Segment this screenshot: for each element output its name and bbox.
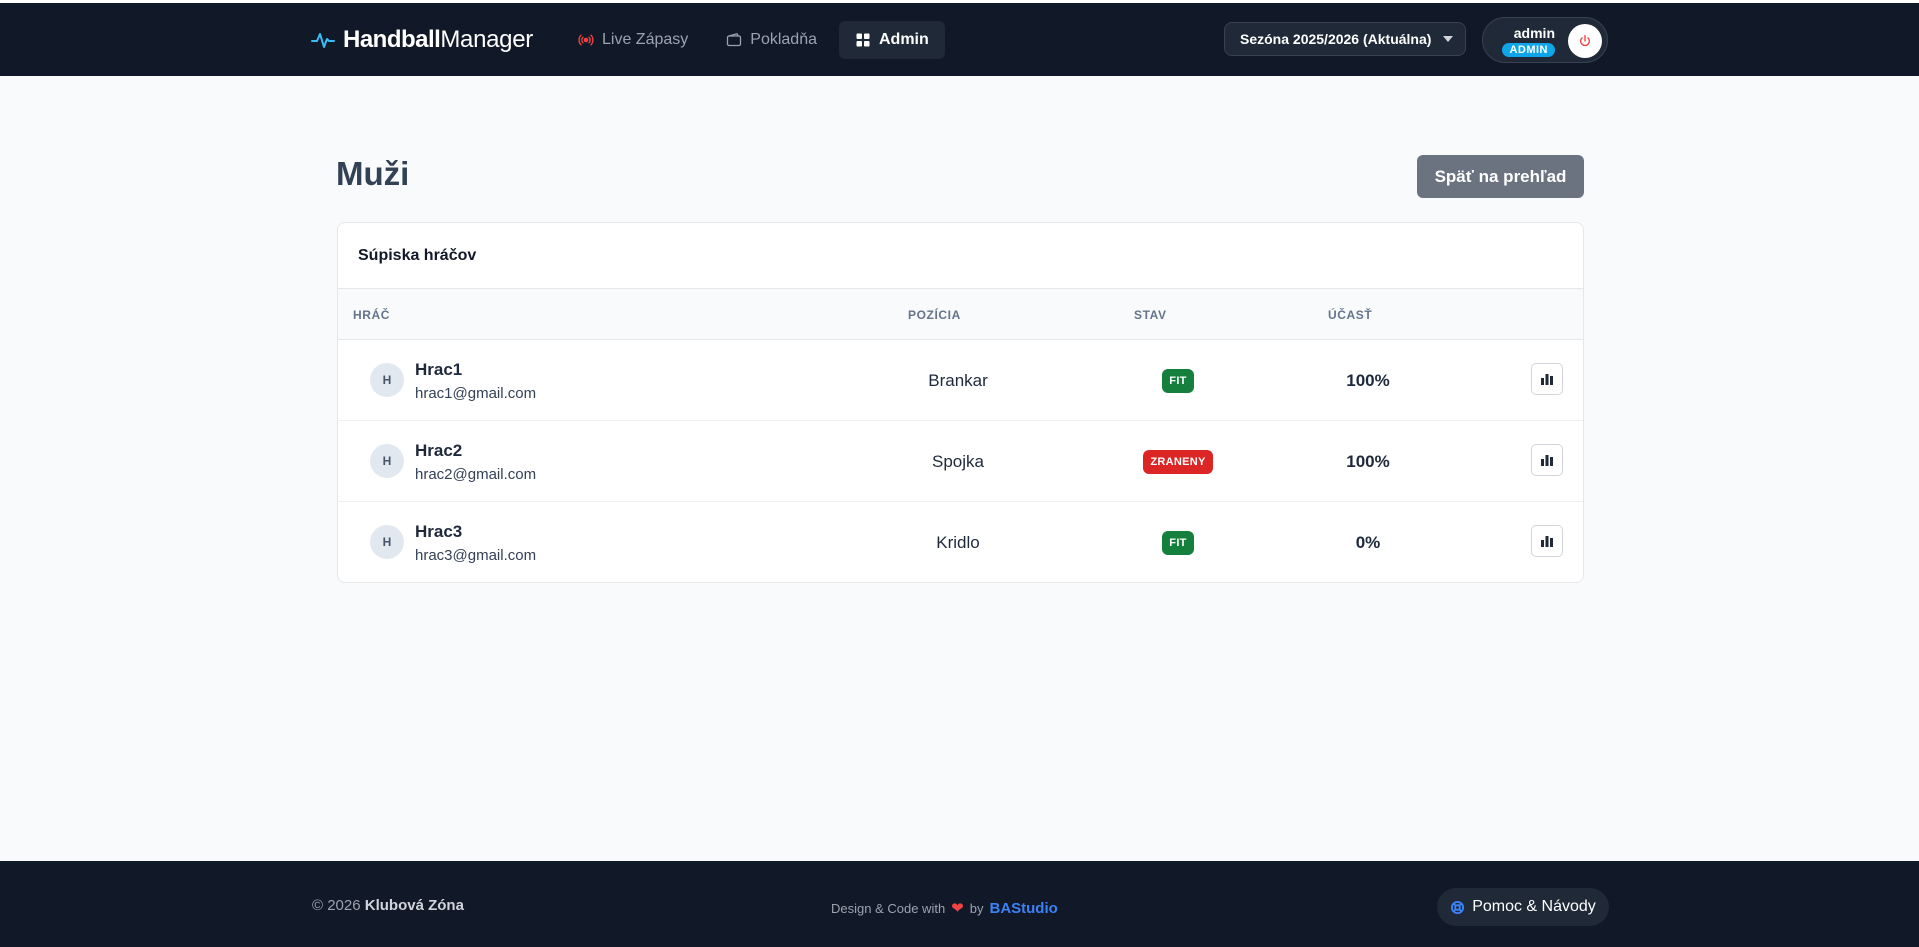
user-menu[interactable]: admin ADMIN <box>1482 17 1608 63</box>
nav-cashbox[interactable]: Pokladňa <box>710 21 833 59</box>
lifebuoy-icon <box>1451 900 1465 914</box>
brand-logo[interactable]: HandballManager <box>311 3 533 76</box>
page-title: Muži <box>336 155 410 192</box>
caret-down-icon <box>1443 36 1453 42</box>
made-prefix: Design & Code with <box>831 900 946 916</box>
player-email: hrac3@gmail.com <box>415 547 537 564</box>
nav-cashbox-label: Pokladňa <box>750 30 817 48</box>
help-button[interactable]: Pomoc & Návody <box>1437 888 1609 926</box>
pulse-icon <box>311 32 335 48</box>
power-icon <box>1579 35 1591 47</box>
bar-chart-icon <box>1541 455 1553 466</box>
studio-link[interactable]: BAStudio <box>989 899 1058 917</box>
player-position: Spojka <box>932 452 984 471</box>
player-name: Hrac3 <box>415 522 463 541</box>
roster-table-header: HRÁČ POZÍCIA STAV ÚČASŤ <box>338 289 1583 340</box>
user-role-badge: ADMIN <box>1502 43 1555 57</box>
player-stats-button[interactable] <box>1531 525 1563 557</box>
nav-live-matches[interactable]: Live Zápasy <box>562 21 704 59</box>
player-attendance: 0% <box>1355 533 1381 552</box>
brand-light-text: Manager <box>440 25 533 53</box>
player-stats-button[interactable] <box>1531 444 1563 476</box>
help-label: Pomoc & Návody <box>1472 898 1596 915</box>
player-email: hrac1@gmail.com <box>415 385 537 402</box>
status-cell: FIT <box>1108 369 1248 393</box>
top-navbar: HandballManager Live Zápasy Pokladňa <box>0 3 1919 76</box>
avatar: H <box>370 363 404 397</box>
season-select-value: Sezóna 2025/2026 (Aktuálna) <box>1240 31 1432 47</box>
column-header-player: HRÁČ <box>353 308 391 322</box>
footer-copyright: © 2026 Klubová Zóna <box>312 897 464 914</box>
grid-icon <box>856 33 870 46</box>
made-by: Design & Code with ❤ by BAStudio <box>831 899 1058 918</box>
user-name: admin <box>1513 25 1555 41</box>
player-attendance: 100% <box>1346 371 1390 390</box>
player-stats-button[interactable] <box>1531 363 1563 395</box>
club-name[interactable]: Klubová Zóna <box>364 897 464 914</box>
page-footer: © 2026 Klubová Zóna Design & Code with ❤… <box>0 861 1919 947</box>
back-to-overview-button[interactable]: Späť na prehľad <box>1417 155 1584 198</box>
table-row: H Hrac1 hrac1@gmail.com Brankar FIT 100% <box>338 340 1583 421</box>
roster-card: Súpiska hráčov HRÁČ POZÍCIA STAV ÚČASŤ H… <box>337 222 1584 583</box>
nav-admin[interactable]: Admin <box>838 20 945 59</box>
nav-live-matches-label: Live Zápasy <box>602 30 689 48</box>
player-attendance: 100% <box>1346 452 1390 471</box>
main-nav: Live Zápasy Pokladňa Admin <box>562 3 945 76</box>
status-badge: ZRANENY <box>1143 450 1213 474</box>
player-email: hrac2@gmail.com <box>415 466 537 483</box>
nav-admin-label: Admin <box>878 30 929 48</box>
avatar: H <box>370 525 404 559</box>
player-position: Brankar <box>928 371 988 390</box>
table-row: H Hrac2 hrac2@gmail.com Spojka ZRANENY 1… <box>338 421 1583 502</box>
bar-chart-icon <box>1541 536 1553 547</box>
bar-chart-icon <box>1541 374 1553 385</box>
logout-button[interactable] <box>1568 24 1602 58</box>
status-cell: FIT <box>1108 531 1248 555</box>
avatar: H <box>370 444 404 478</box>
player-position: Kridlo <box>936 533 980 552</box>
column-header-position: POZÍCIA <box>908 308 961 322</box>
column-header-attendance: ÚČASŤ <box>1328 308 1373 322</box>
table-row: H Hrac3 hrac3@gmail.com Kridlo FIT 0% <box>338 502 1583 582</box>
brand-bold-text: Handball <box>343 25 441 53</box>
copyright-text: © 2026 <box>312 897 361 914</box>
column-header-status: STAV <box>1134 308 1167 322</box>
status-badge: FIT <box>1162 531 1194 555</box>
player-name: Hrac2 <box>415 441 463 460</box>
window-top-edge <box>0 0 1919 3</box>
broadcast-icon <box>578 34 594 45</box>
wallet-icon <box>727 32 742 46</box>
status-badge: FIT <box>1162 369 1194 393</box>
made-by-word: by <box>969 900 984 916</box>
status-cell: ZRANENY <box>1108 450 1248 474</box>
season-select[interactable]: Sezóna 2025/2026 (Aktuálna) <box>1224 22 1466 56</box>
player-name: Hrac1 <box>415 360 463 379</box>
heart-icon: ❤ <box>951 900 964 917</box>
roster-card-title: Súpiska hráčov <box>338 223 1583 289</box>
